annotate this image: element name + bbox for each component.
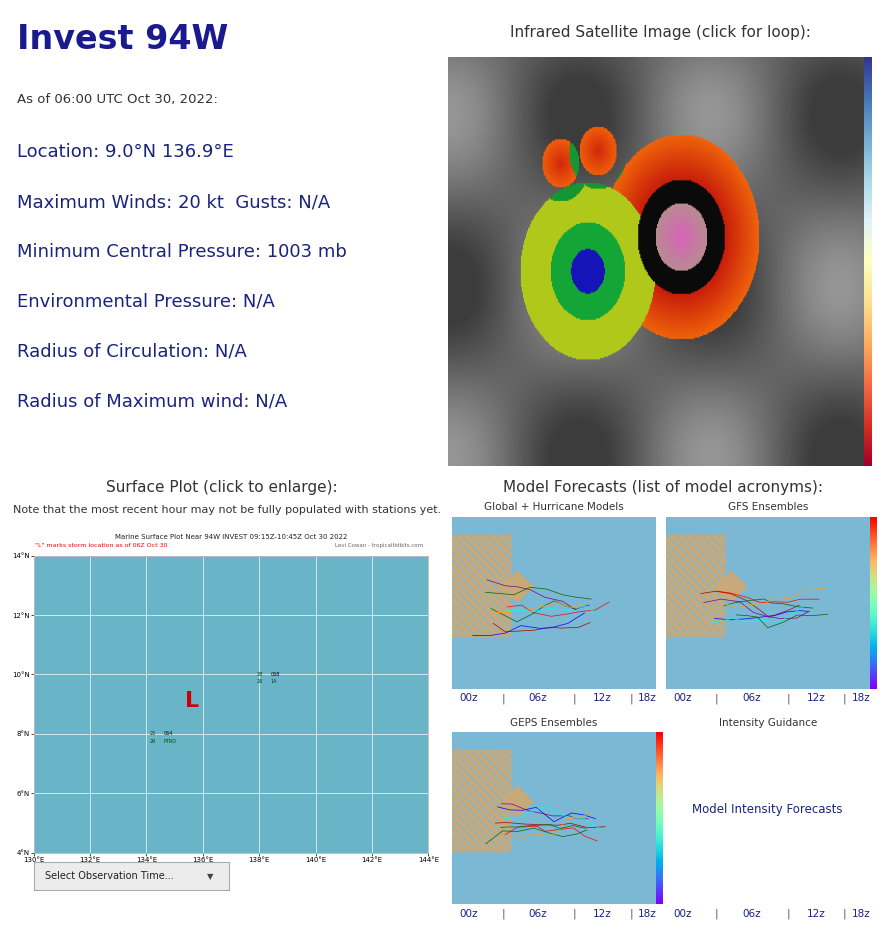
Text: 00z: 00z [672, 909, 691, 918]
Text: |: | [571, 693, 575, 704]
Text: Model Forecasts (list of model acronyms):: Model Forecasts (list of model acronyms)… [502, 480, 822, 495]
Text: |: | [785, 908, 789, 919]
Text: 18z: 18z [851, 693, 869, 704]
Text: 06z: 06z [528, 693, 547, 704]
Text: 18z: 18z [851, 909, 869, 918]
Text: Invest 94W: Invest 94W [18, 24, 229, 57]
Text: Model Intensity Forecasts: Model Intensity Forecasts [692, 804, 842, 817]
Text: |: | [842, 693, 846, 704]
Text: 00z: 00z [459, 909, 478, 918]
Text: 00z: 00z [459, 693, 478, 704]
Text: Intensity Guidance: Intensity Guidance [718, 718, 816, 727]
Text: 06z: 06z [742, 909, 760, 918]
Text: 12z: 12z [593, 693, 611, 704]
Text: |: | [714, 908, 718, 919]
Text: |: | [501, 908, 504, 919]
Text: Location: 9.0°N 136.9°E: Location: 9.0°N 136.9°E [18, 143, 234, 161]
Text: Select Observation Time...: Select Observation Time... [45, 871, 174, 881]
Text: 29: 29 [149, 739, 155, 744]
Text: PTRO: PTRO [163, 739, 176, 744]
Text: Infrared Satellite Image (click for loop):: Infrared Satellite Image (click for loop… [509, 25, 811, 41]
Text: 25: 25 [149, 731, 155, 737]
Text: GEPS Ensembles: GEPS Ensembles [509, 718, 597, 727]
Text: GFS Ensembles: GFS Ensembles [727, 502, 807, 512]
Text: |: | [501, 693, 504, 704]
Text: Minimum Central Pressure: 1003 mb: Minimum Central Pressure: 1003 mb [18, 243, 346, 261]
Text: ▼: ▼ [206, 871, 213, 881]
Text: Surface Plot (click to enlarge):: Surface Plot (click to enlarge): [105, 480, 338, 495]
Text: L: L [184, 691, 198, 711]
Text: "L" marks storm location as of 06Z Oct 30: "L" marks storm location as of 06Z Oct 3… [35, 544, 167, 548]
Text: As of 06:00 UTC Oct 30, 2022:: As of 06:00 UTC Oct 30, 2022: [18, 92, 218, 106]
Text: 06z: 06z [528, 909, 547, 918]
Text: |: | [842, 908, 846, 919]
Text: 28: 28 [256, 672, 262, 677]
Text: |: | [628, 693, 633, 704]
Text: 12z: 12z [806, 693, 825, 704]
Text: Maximum Winds: 20 kt  Gusts: N/A: Maximum Winds: 20 kt Gusts: N/A [18, 193, 330, 211]
Text: Global + Hurricane Models: Global + Hurricane Models [484, 502, 623, 512]
Text: 064: 064 [163, 731, 173, 737]
Text: Environmental Pressure: N/A: Environmental Pressure: N/A [18, 293, 275, 311]
Text: |: | [628, 908, 633, 919]
Text: 12z: 12z [806, 909, 825, 918]
Text: |: | [785, 693, 789, 704]
Text: 26: 26 [256, 679, 262, 685]
Text: Radius of Maximum wind: N/A: Radius of Maximum wind: N/A [18, 393, 287, 411]
Text: 00z: 00z [672, 693, 691, 704]
Text: 12z: 12z [593, 909, 611, 918]
Text: Note that the most recent hour may not be fully populated with stations yet.: Note that the most recent hour may not b… [13, 506, 441, 515]
Text: 06z: 06z [742, 693, 760, 704]
Text: 068: 068 [270, 672, 280, 677]
Text: Radius of Circulation: N/A: Radius of Circulation: N/A [18, 343, 247, 361]
Title: Marine Surface Plot Near 94W INVEST 09:15Z-10:45Z Oct 30 2022: Marine Surface Plot Near 94W INVEST 09:1… [115, 534, 346, 540]
Text: 1A: 1A [270, 679, 276, 685]
Text: |: | [714, 693, 718, 704]
Text: Levi Cowan - tropicaltidbits.com: Levi Cowan - tropicaltidbits.com [335, 544, 423, 548]
Text: |: | [571, 908, 575, 919]
Text: 18z: 18z [637, 693, 656, 704]
Text: 18z: 18z [637, 909, 656, 918]
